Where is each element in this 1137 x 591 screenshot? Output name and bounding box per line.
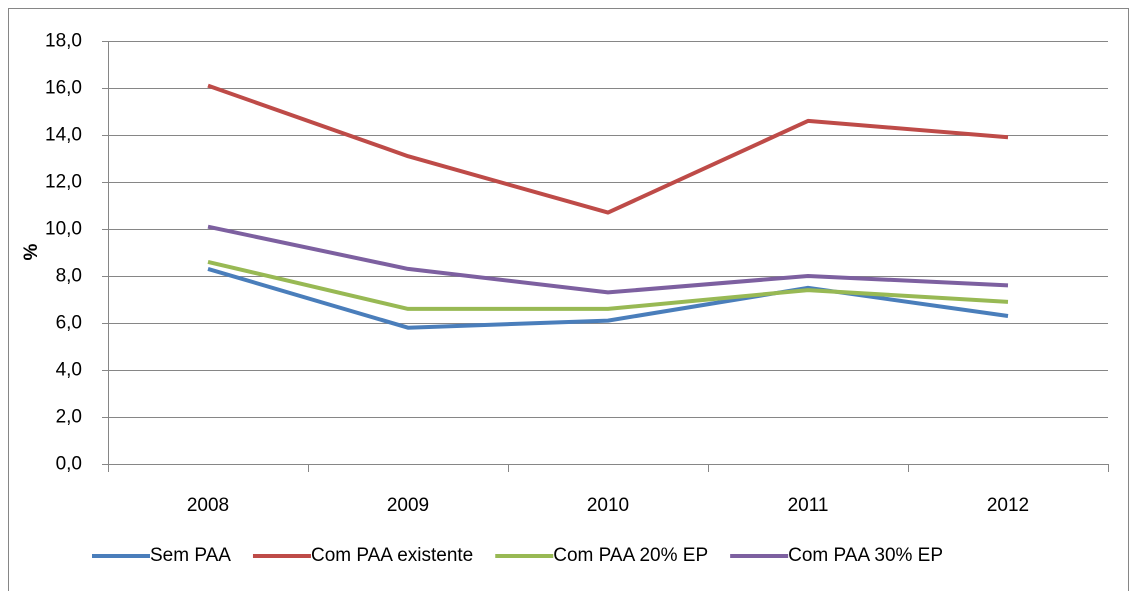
y-tick-label: 2,0 (56, 407, 82, 428)
legend-label: Sem PAA (150, 545, 231, 566)
y-tick-label: 16,0 (45, 78, 82, 99)
series-line (207, 83, 1009, 215)
y-tick-label: 4,0 (56, 360, 82, 381)
x-tick-label: 2008 (187, 495, 229, 516)
y-tick-label: 6,0 (56, 313, 82, 334)
legend-label: Com PAA 30% EP (788, 545, 943, 566)
legend-label: Com PAA existente (311, 545, 473, 566)
x-tick-label: 2012 (987, 495, 1029, 516)
x-tick-label: 2011 (788, 495, 829, 516)
series-line (207, 266, 1009, 330)
x-tick-label: 2009 (387, 495, 429, 516)
legend-label: Com PAA 20% EP (553, 545, 708, 566)
x-tick-label: 2010 (587, 495, 629, 516)
series-line (207, 224, 1009, 295)
y-tick-label: 8,0 (56, 266, 82, 287)
y-axis-label: % (21, 243, 42, 260)
y-tick-label: 10,0 (45, 219, 82, 240)
y-tick-label: 12,0 (45, 172, 82, 193)
y-tick-label: 14,0 (45, 125, 82, 146)
series-line (207, 259, 1009, 311)
chart-border (8, 8, 1129, 591)
y-tick-label: 0,0 (56, 454, 82, 475)
y-tick-label: 18,0 (45, 31, 82, 52)
